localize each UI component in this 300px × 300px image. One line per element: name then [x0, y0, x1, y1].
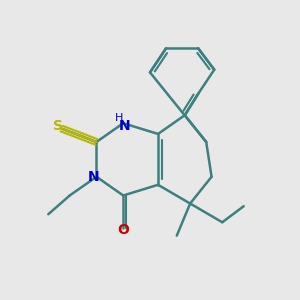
Text: H: H — [115, 113, 123, 123]
Text: O: O — [117, 223, 129, 237]
Text: S: S — [53, 119, 63, 133]
Text: N: N — [119, 119, 130, 133]
Text: N: N — [88, 170, 100, 184]
